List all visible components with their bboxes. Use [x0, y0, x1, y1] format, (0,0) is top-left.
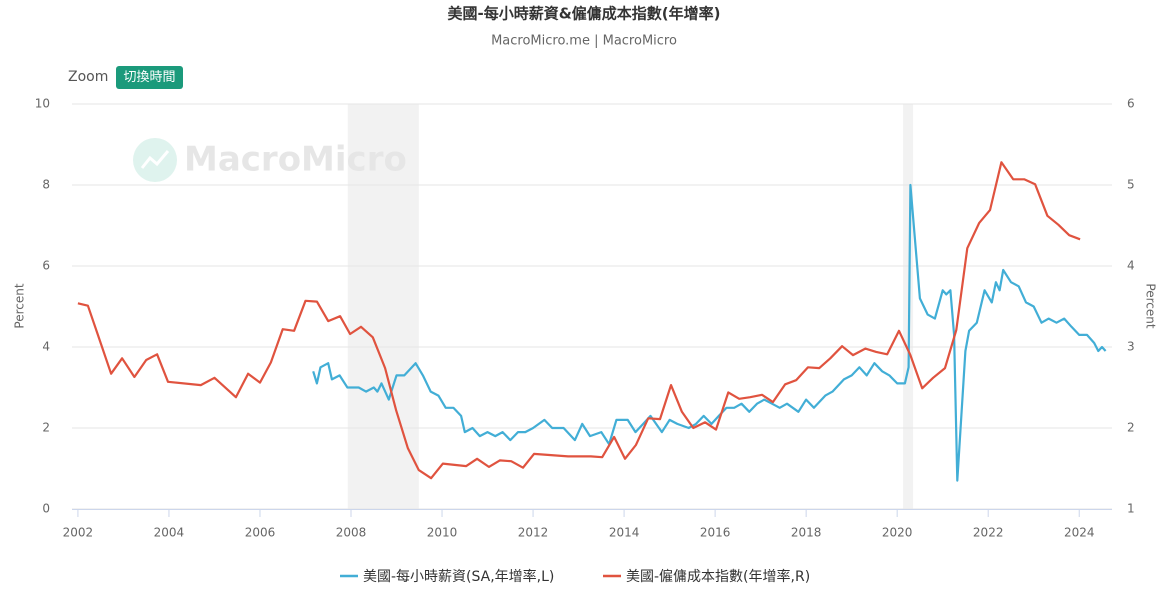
y2-tick-label: 3: [1127, 340, 1135, 354]
legend-label: 美國-僱傭成本指數(年增率,R): [626, 568, 810, 585]
y2-tick-label: 1: [1127, 502, 1135, 516]
watermark-icon: [133, 138, 177, 182]
series-line: [312, 183, 1107, 482]
x-tick-label: 2018: [791, 526, 822, 540]
y2-tick-label: 5: [1127, 178, 1135, 192]
y2-tick-label: 6: [1127, 97, 1135, 111]
x-tick-label: 2020: [882, 526, 913, 540]
zoom-button[interactable]: [116, 66, 183, 89]
watermark-icon-line: [140, 150, 170, 169]
y-tick-label: 2: [42, 421, 50, 435]
y-tick-label: 4: [42, 340, 50, 354]
y-tick-label: 6: [42, 259, 50, 273]
y-tick-label: 8: [42, 178, 50, 192]
legend-label: 美國-每小時薪資(SA,年增率,L): [363, 568, 554, 585]
series-line: [77, 161, 1081, 480]
y2-tick-label: 4: [1127, 259, 1135, 273]
x-tick-label: 2024: [1064, 526, 1095, 540]
y-tick-label: 0: [42, 502, 50, 516]
x-tick-label: 2016: [700, 526, 731, 540]
zoom-button-label[interactable]: 切換時間: [123, 70, 175, 85]
x-tick-label: 2006: [245, 526, 276, 540]
x-tick-label: 2002: [63, 526, 94, 540]
recession-band: [903, 104, 914, 509]
x-tick-label: 2012: [518, 526, 549, 540]
watermark-text: MacroMicro: [184, 140, 407, 180]
chart-title: 美國-每小時薪資&僱傭成本指數(年增率): [447, 5, 720, 23]
x-tick-label: 2008: [336, 526, 367, 540]
y-axis-title: Percent: [13, 283, 27, 328]
x-tick-label: 2010: [427, 526, 458, 540]
recession-band: [347, 104, 419, 509]
x-tick-label: 2014: [609, 526, 640, 540]
y-tick-label: 10: [35, 97, 50, 111]
zoom-label: Zoom: [68, 69, 108, 85]
y2-axis-title: Percent: [1144, 283, 1158, 328]
x-tick-label: 2004: [154, 526, 185, 540]
y2-tick-label: 2: [1127, 421, 1135, 435]
chart-subtitle: MacroMicro.me | MacroMicro: [491, 34, 677, 49]
watermark: MacroMicro: [133, 138, 407, 182]
x-tick-label: 2022: [973, 526, 1004, 540]
